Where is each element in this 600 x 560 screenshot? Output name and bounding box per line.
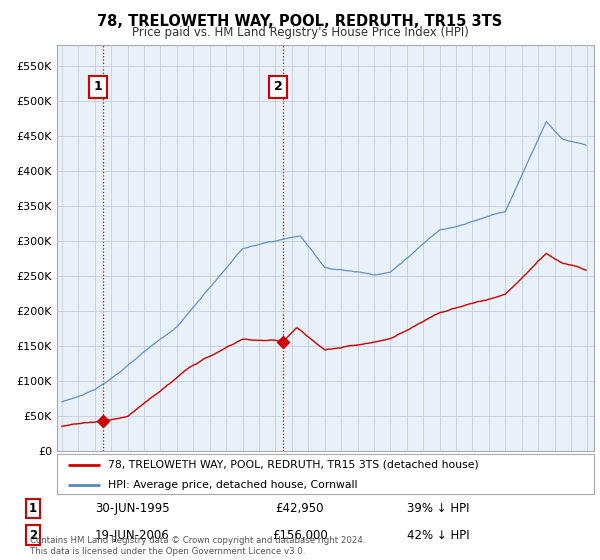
Text: 1: 1 [94, 80, 103, 94]
Text: 30-JUN-1995: 30-JUN-1995 [95, 502, 169, 515]
Text: 42% ↓ HPI: 42% ↓ HPI [407, 529, 469, 542]
Text: Price paid vs. HM Land Registry's House Price Index (HPI): Price paid vs. HM Land Registry's House … [131, 26, 469, 39]
Text: 2: 2 [29, 529, 37, 542]
Text: Contains HM Land Registry data © Crown copyright and database right 2024.
This d: Contains HM Land Registry data © Crown c… [30, 536, 365, 556]
Text: 19-JUN-2006: 19-JUN-2006 [95, 529, 169, 542]
Text: 2: 2 [274, 80, 283, 94]
Text: 1: 1 [29, 502, 37, 515]
Text: HPI: Average price, detached house, Cornwall: HPI: Average price, detached house, Corn… [108, 480, 358, 490]
Text: 39% ↓ HPI: 39% ↓ HPI [407, 502, 469, 515]
Text: £42,950: £42,950 [276, 502, 324, 515]
Text: £156,000: £156,000 [272, 529, 328, 542]
Text: 78, TRELOWETH WAY, POOL, REDRUTH, TR15 3TS (detached house): 78, TRELOWETH WAY, POOL, REDRUTH, TR15 3… [108, 460, 479, 470]
Text: 78, TRELOWETH WAY, POOL, REDRUTH, TR15 3TS: 78, TRELOWETH WAY, POOL, REDRUTH, TR15 3… [97, 14, 503, 29]
